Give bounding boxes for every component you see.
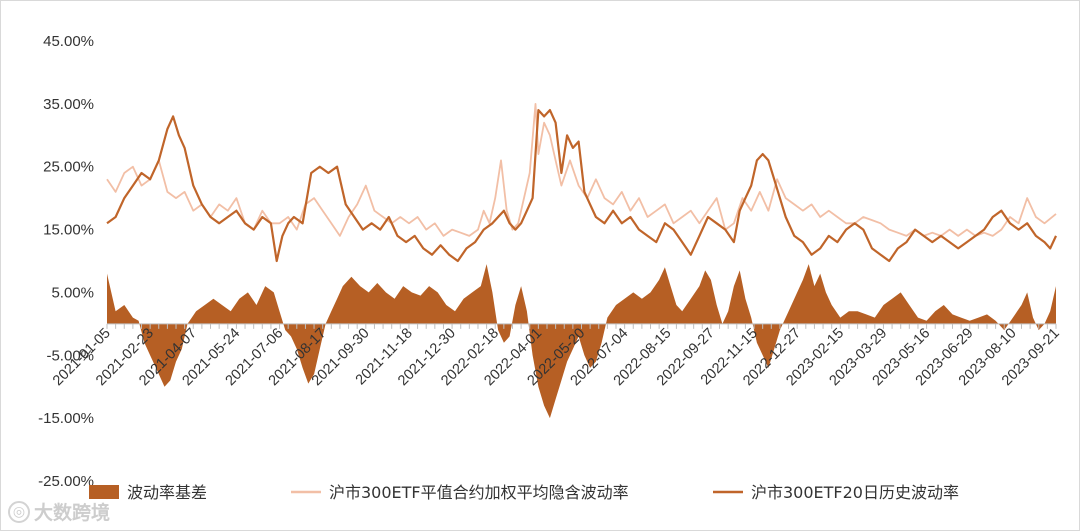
- series-line-implied-vol: [106, 103, 1057, 237]
- watermark: ◎ 大数跨境: [8, 498, 110, 525]
- y-axis-ticks: 45.00% 35.00% 25.00% 15.00% 5.00% -5.00% -15.0…: [38, 33, 94, 490]
- legend-label: 沪市300ETF平值合约加权平均隐含波动率: [329, 483, 629, 502]
- y-tick-label: 45.00%: [43, 33, 94, 50]
- series-area-basis: [107, 264, 1056, 419]
- y-tick-label: -15.00%: [38, 410, 94, 427]
- series-layer: [106, 103, 1057, 419]
- y-tick-label: 15.00%: [43, 222, 94, 239]
- y-tick-label: 35.00%: [43, 96, 94, 113]
- legend-swatch-area: [89, 485, 119, 499]
- legend-label: 沪市300ETF20日历史波动率: [751, 483, 959, 502]
- legend-label: 波动率基差: [127, 483, 207, 502]
- y-tick-label: 5.00%: [51, 284, 94, 301]
- y-tick-label: -25.00%: [38, 473, 94, 490]
- legend: 波动率基差 沪市300ETF平值合约加权平均隐含波动率 沪市300ETF20日历史波…: [89, 483, 959, 502]
- watermark-text: 大数跨境: [34, 502, 111, 524]
- series-line-historical-vol: [106, 109, 1057, 263]
- y-tick-label: -5.00%: [46, 347, 94, 364]
- logo-icon: ◎: [8, 500, 30, 523]
- y-tick-label: 25.00%: [43, 159, 94, 176]
